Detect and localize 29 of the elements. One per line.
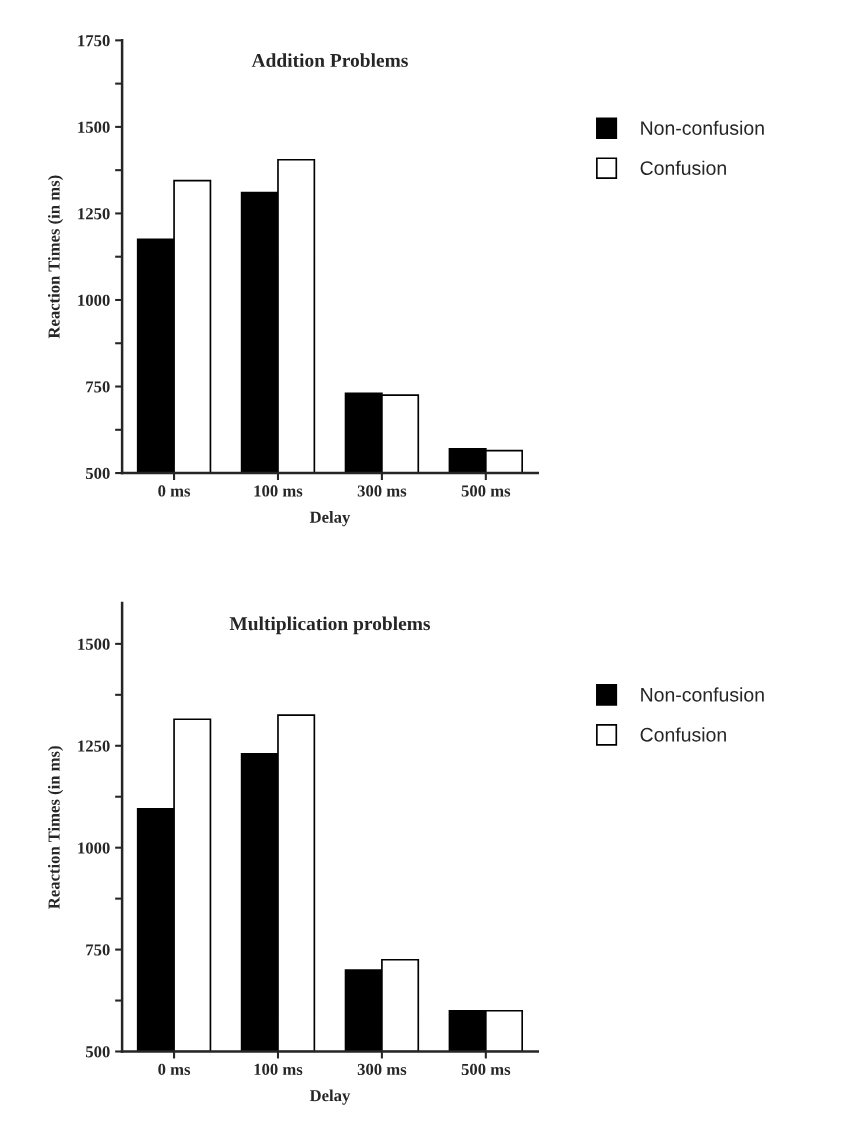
y-tick-label: 1750 <box>78 35 110 47</box>
x-tick-label: 100 ms <box>254 485 303 497</box>
y-tick-label: 1250 <box>78 208 110 220</box>
text: Addition Problems <box>251 53 408 68</box>
y-tick-label: 500 <box>85 467 110 480</box>
y-tick-label: 1500 <box>78 121 110 133</box>
y-axis-title: Reaction Times (in ms) <box>47 175 64 339</box>
y-tick-label: 1000 <box>78 842 110 854</box>
text: Multiplication problems <box>229 616 431 635</box>
y-tick-label: 750 <box>86 944 110 956</box>
y-axis-title: Reaction Times (in ms) <box>47 746 64 909</box>
x-tick-label: 300 ms <box>357 485 407 497</box>
x-tick-label: 100 ms <box>254 1063 303 1076</box>
y-tick-label: 750 <box>86 381 110 393</box>
y-tick-label: 500 <box>85 1046 110 1058</box>
x-tick-label: 500 ms <box>461 1063 511 1076</box>
x-tick-label: 0 ms <box>158 1063 191 1076</box>
x-tick-label: 300 ms <box>357 1063 407 1076</box>
x-axis-title: Delay <box>309 1089 351 1105</box>
y-tick-label: 1250 <box>78 740 110 752</box>
x-tick-label: 0 ms <box>158 485 191 497</box>
legend-label: Non-confusion <box>641 120 764 135</box>
legend-label: Confusion <box>640 160 726 175</box>
x-tick-label: 500 ms <box>461 485 511 497</box>
x-axis-title: Delay <box>309 511 351 527</box>
y-tick-label: 1500 <box>78 638 110 650</box>
legend-label: Non-confusion <box>641 687 764 702</box>
y-tick-label: 1000 <box>78 294 110 306</box>
legend-label: Confusion <box>640 727 726 742</box>
